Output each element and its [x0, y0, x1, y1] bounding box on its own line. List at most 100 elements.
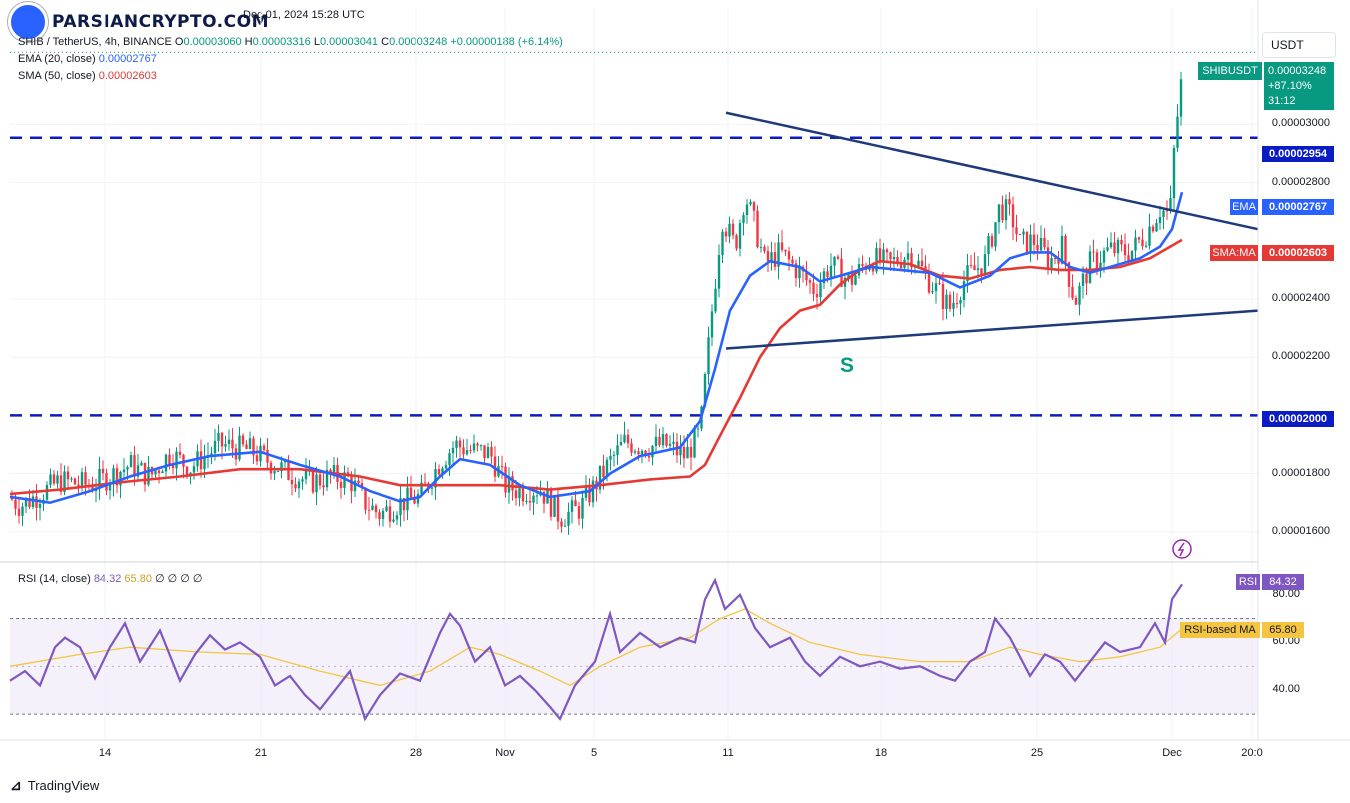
candle-body [77, 484, 80, 486]
y-tick-label: 0.00003000 [1271, 117, 1330, 130]
candle-body [31, 496, 35, 508]
lightning-icon [1172, 539, 1192, 559]
sma-legend[interactable]: SMA (50, close) 0.00002603 [18, 70, 157, 82]
rsi-ma-tag-value: 65.80 [1262, 622, 1304, 638]
rsi-ma-line [9, 608, 1183, 687]
candle-body [493, 456, 497, 477]
candle-body [567, 511, 570, 526]
candle-body [805, 271, 808, 281]
candle-body [465, 450, 469, 455]
candle-body [1134, 237, 1137, 251]
candle-body [570, 500, 574, 512]
candle-body [255, 455, 259, 462]
candle-body [511, 476, 514, 491]
rsi-legend[interactable]: RSI (14, close) 84.32 65.80 ∅ ∅ ∅ ∅ [18, 573, 203, 585]
candle-body [115, 468, 119, 486]
candle-body [623, 434, 626, 443]
candle-body [367, 509, 371, 511]
candle-body [514, 490, 518, 499]
candle-body [679, 446, 682, 456]
candle-body [1095, 252, 1099, 269]
candle-body [745, 204, 749, 216]
candle-body [1029, 234, 1032, 253]
tradingview-footer[interactable]: ⊿ TradingView [10, 777, 100, 793]
candle-body [91, 486, 94, 492]
candle-body [945, 294, 948, 309]
candle-body [672, 441, 675, 444]
candle-body [28, 498, 31, 508]
candle-body [185, 466, 189, 477]
candle-body [462, 447, 465, 455]
candle-body [934, 283, 938, 292]
candle-body [1155, 223, 1158, 232]
candle-body [577, 506, 581, 519]
rsi-tag-value: 84.32 [1262, 574, 1304, 590]
candle-body [556, 496, 560, 522]
candle-body [59, 475, 63, 493]
candle-body [752, 202, 756, 211]
candle-body [1148, 226, 1151, 246]
candle-body [476, 443, 479, 446]
candle-body [973, 265, 976, 271]
candle-body [1179, 79, 1183, 117]
candle-body [854, 275, 857, 285]
candle-body [724, 231, 728, 237]
candle-body [416, 494, 420, 504]
candle-body [472, 443, 476, 451]
candle-body [199, 451, 203, 470]
annotation-s: S [840, 354, 855, 377]
candle-body [304, 470, 308, 480]
candle-body [1060, 235, 1064, 264]
horizontal-levels [10, 51, 1258, 715]
candle-body [98, 468, 101, 489]
candle-body [294, 484, 297, 489]
candle-body [175, 451, 178, 469]
candle-body [315, 474, 318, 493]
candle-body [850, 273, 854, 285]
candle-body [938, 283, 941, 285]
candle-body [35, 496, 38, 508]
candle-body [630, 443, 633, 453]
sma-line [9, 238, 1183, 496]
ema-legend[interactable]: EMA (20, close) 0.00002767 [18, 53, 157, 65]
candle-body [290, 479, 294, 485]
candle-body [1092, 251, 1095, 253]
candle-body [553, 496, 556, 517]
x-tick-label: 20:0 [1241, 747, 1263, 759]
candle-body [1169, 198, 1172, 211]
candle-body [357, 480, 360, 484]
candle-body [171, 464, 175, 469]
candle-body [399, 498, 402, 516]
candle-body [469, 450, 472, 452]
candle-body [983, 254, 987, 276]
currency-button[interactable]: USDT [1262, 32, 1336, 58]
candle-body [122, 469, 126, 472]
candle-body [220, 432, 224, 447]
candle-body [385, 506, 388, 511]
candle-body [248, 438, 252, 449]
candle-body [703, 374, 707, 407]
candle-body [430, 487, 434, 489]
candle-body [448, 453, 451, 466]
candle-body [1172, 147, 1176, 199]
candle-body [126, 467, 129, 470]
trend-line-lower [725, 309, 1259, 350]
candle-body [266, 449, 269, 463]
candle-body [252, 438, 255, 456]
candle-body [770, 252, 773, 262]
candle-body [714, 288, 717, 312]
candle-body [1064, 235, 1067, 263]
candle-body [402, 498, 406, 511]
candle-body [1106, 247, 1109, 251]
candle-body [791, 259, 794, 264]
candle-body [829, 265, 833, 278]
candle-body [1109, 242, 1113, 248]
candle-body [479, 445, 483, 447]
candle-body [227, 439, 231, 445]
rsi-tag-label: RSI [1236, 574, 1260, 590]
candle-body [819, 283, 822, 298]
candle-body [738, 223, 742, 249]
candle-body [413, 497, 416, 504]
candle-body [542, 491, 546, 504]
candle-body [682, 446, 686, 459]
